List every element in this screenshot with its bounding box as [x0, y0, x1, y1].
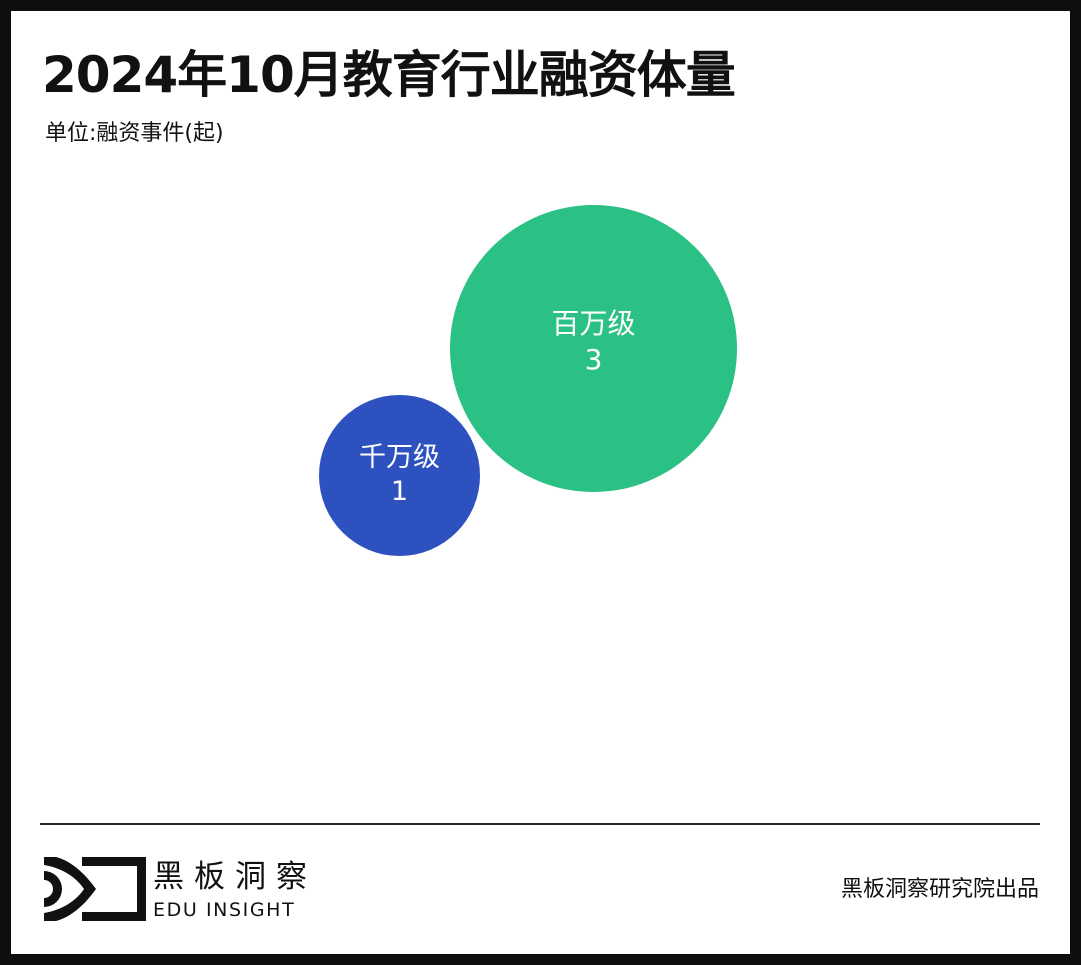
- logo-english-name: EDU INSIGHT: [153, 899, 296, 921]
- eye-logo-icon: [44, 857, 146, 921]
- bubble-ten-millions: 千万级 1: [319, 395, 480, 556]
- bubble-millions-text: 百万级 3: [551, 306, 635, 378]
- logo-chinese-name: 黑板洞察: [153, 859, 317, 895]
- bubble-ten-millions-label: 千万级: [359, 441, 440, 473]
- chart-title: 2024年10月教育行业融资体量: [42, 46, 736, 104]
- bubble-ten-millions-value: 1: [390, 475, 409, 507]
- bubble-millions-label: 百万级: [551, 306, 636, 340]
- bubble-ten-millions-text: 千万级 1: [359, 441, 440, 509]
- bubble-millions-value: 3: [584, 342, 603, 376]
- bubble-millions: 百万级 3: [450, 205, 737, 492]
- footer-divider: [40, 823, 1040, 825]
- unit-label: 单位:融资事件(起): [45, 121, 224, 146]
- source-credit: 黑板洞察研究院出品: [840, 877, 1039, 902]
- brand-logo: 黑板洞察 EDU INSIGHT: [44, 857, 344, 921]
- chart-frame: 2024年10月教育行业融资体量 单位:融资事件(起) 百万级 3 千万级 1 …: [11, 11, 1070, 954]
